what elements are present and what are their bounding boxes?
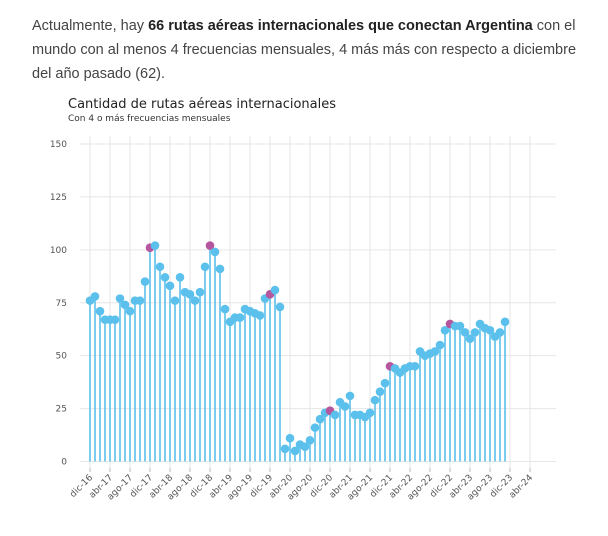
data-point (285, 433, 295, 443)
data-point (455, 321, 465, 331)
data-point (200, 262, 210, 272)
data-point (465, 334, 475, 344)
intro-text-2: con el mundo con al menos 4 frecuencias … (32, 18, 577, 82)
data-point (95, 306, 105, 316)
data-point (120, 300, 130, 310)
data-point (315, 414, 325, 424)
chart-subtitle: Con 4 o más frecuencias mensuales (68, 114, 231, 124)
data-point (270, 285, 280, 295)
data-point (275, 302, 285, 312)
data-point (125, 306, 135, 316)
data-point (305, 436, 315, 445)
data-point (495, 328, 505, 337)
y-tick-label: 0 (61, 458, 67, 468)
highlight-point (205, 241, 215, 250)
data-point (90, 292, 100, 301)
intro-bold-text: 66 rutas aéreas internacionales que cone… (148, 18, 533, 34)
data-point (310, 423, 320, 432)
chart-title: Cantidad de rutas aéreas internacionales (68, 97, 336, 112)
data-point (185, 289, 195, 299)
data-point (330, 410, 340, 420)
data-point (440, 325, 450, 335)
data-point (460, 328, 470, 337)
data-point (175, 273, 185, 282)
y-tick-label: 125 (50, 193, 67, 203)
data-point (170, 296, 180, 305)
intro-paragraph: Actualmente, hay 66 rutas aéreas interna… (32, 14, 592, 86)
data-point (195, 287, 205, 297)
data-point (220, 304, 230, 314)
data-point (155, 262, 165, 272)
data-point (470, 328, 480, 337)
y-axis-ticks: 0 25 50 75 100 125 150 (50, 140, 67, 468)
y-tick-label: 25 (56, 405, 67, 415)
data-point (370, 395, 380, 405)
data-point (115, 294, 125, 303)
data-point (410, 361, 420, 371)
data-point (485, 325, 495, 335)
y-tick-label: 50 (56, 352, 68, 362)
data-point (345, 391, 355, 401)
data-point (380, 378, 390, 388)
data-point (110, 315, 120, 324)
data-point (500, 317, 510, 327)
data-point (290, 446, 300, 456)
data-marks (85, 241, 510, 462)
data-point (365, 408, 375, 418)
y-tick-label: 75 (56, 299, 67, 309)
intro-text-1: Actualmente, hay (32, 18, 149, 34)
data-point (160, 273, 170, 282)
data-point (300, 442, 310, 451)
data-point (375, 387, 385, 396)
data-point (165, 281, 175, 291)
y-tick-label: 150 (50, 140, 67, 150)
data-point (340, 402, 350, 411)
data-point (235, 313, 245, 322)
data-point (210, 247, 220, 257)
data-point (140, 277, 150, 286)
data-point (280, 444, 290, 454)
data-point (215, 264, 225, 274)
data-point (150, 241, 160, 250)
data-point (135, 296, 145, 305)
data-point (190, 296, 200, 305)
y-tick-label: 100 (50, 246, 67, 256)
data-point (435, 340, 445, 350)
data-point (255, 311, 265, 320)
x-axis-ticks: dic-16abr-17ago-17dic-17abr-18ago-18dic-… (68, 468, 535, 502)
data-point (430, 347, 440, 356)
